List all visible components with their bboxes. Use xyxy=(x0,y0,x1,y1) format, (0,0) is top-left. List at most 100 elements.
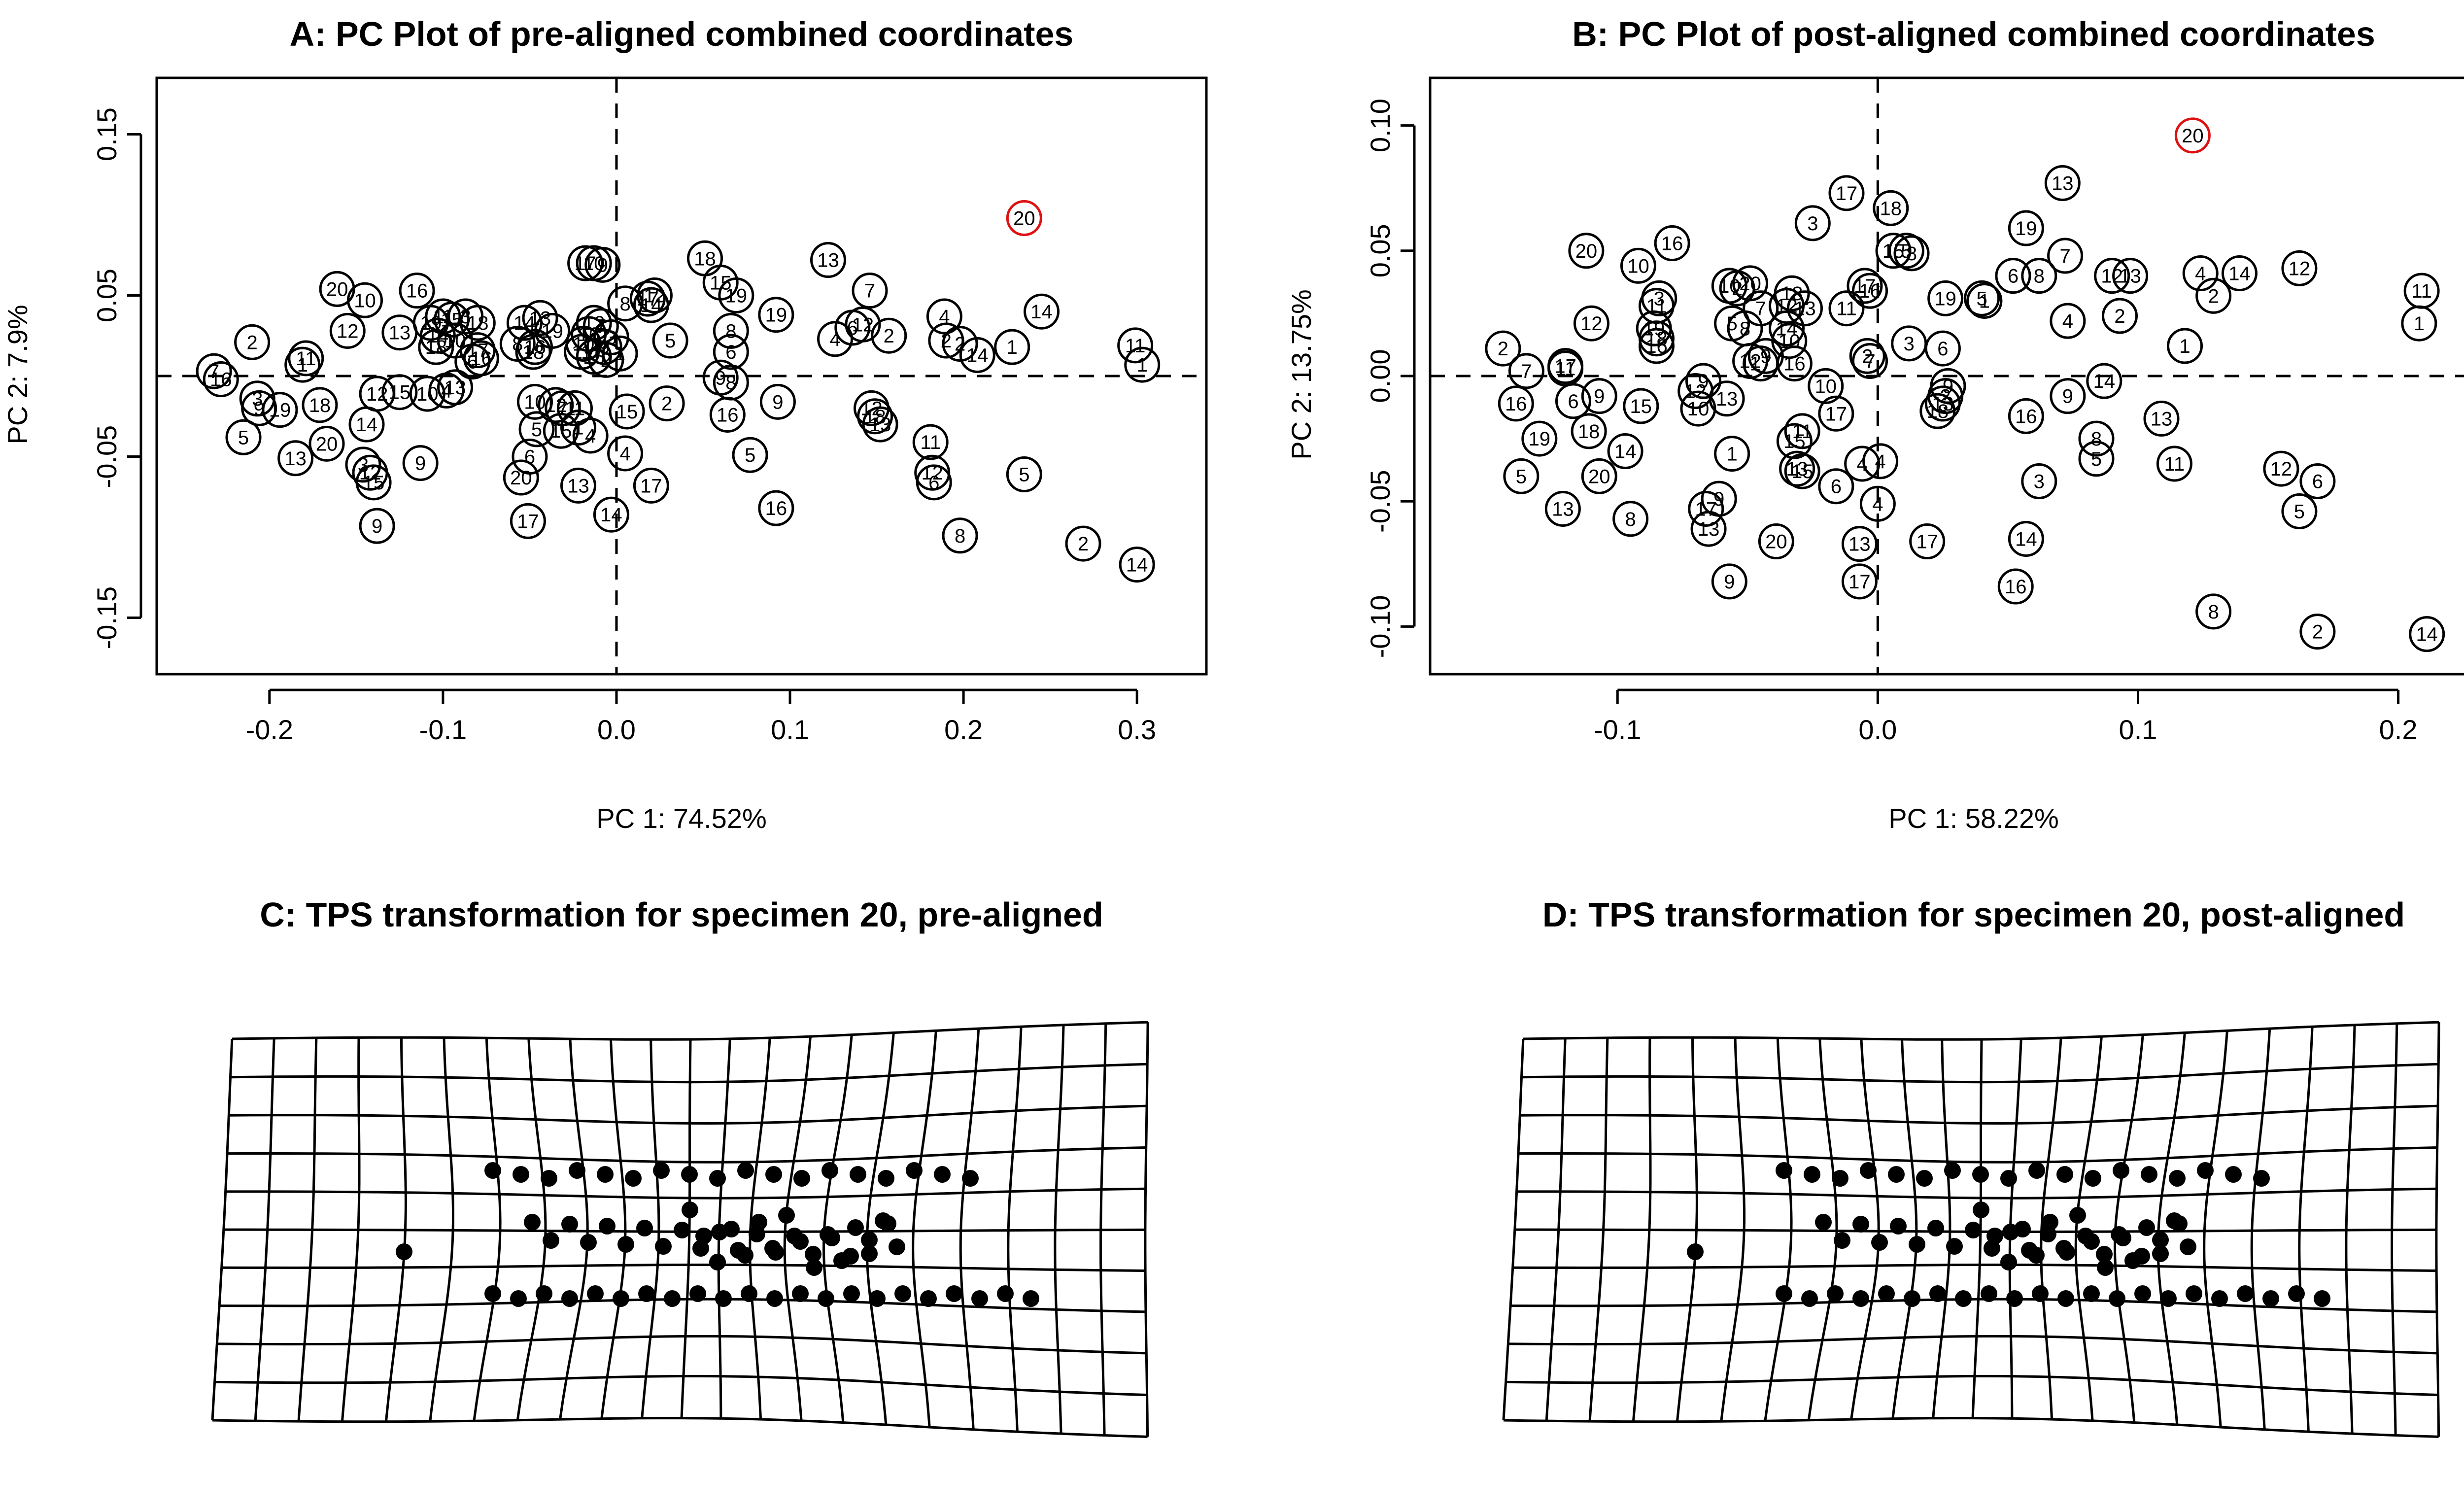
panel-b-point-label: 12 xyxy=(2101,266,2123,287)
panel-a-point-marker xyxy=(959,337,995,373)
panel-c-landmark-dot xyxy=(861,1232,878,1248)
panel-b-point-marker xyxy=(1654,225,1690,262)
panel-a-point-label: 14 xyxy=(356,414,378,436)
panel-b-point-marker xyxy=(2021,258,2057,294)
panel-a-point-marker xyxy=(609,393,645,430)
panel-b-point-marker xyxy=(1784,453,1820,489)
panel-c-grid-column-line xyxy=(559,1038,589,1420)
panel-b-point-label: 8 xyxy=(1906,243,1917,265)
panel-a-point-marker xyxy=(817,321,854,357)
panel-b-point-marker xyxy=(1818,395,1854,432)
panel-a-y-tick-label: 0.15 xyxy=(91,107,122,161)
panel-a-point-label: 8 xyxy=(725,372,736,394)
panel-a-point-marker xyxy=(709,396,746,433)
panel-b-scatter: B: PC Plot of post-aligned combined coor… xyxy=(1286,15,2464,834)
panel-d-landmark-dot xyxy=(2141,1166,2157,1183)
panel-a-point-marker xyxy=(607,435,644,472)
panel-a-point-marker xyxy=(463,340,499,377)
panel-b-point-label: 11 xyxy=(1836,298,1857,320)
panel-b-point-marker xyxy=(2263,450,2299,487)
panel-a-point-marker xyxy=(522,300,558,336)
panel-c-landmark-dot xyxy=(569,1162,585,1179)
panel-b-point-marker xyxy=(1841,526,1878,562)
panel-d-landmark-dot xyxy=(2056,1166,2073,1183)
panel-a-point-label: 19 xyxy=(765,305,787,326)
panel-b-point-label: 3 xyxy=(2034,471,2045,493)
panel-c-landmark-dot xyxy=(625,1170,642,1187)
panel-b-point-marker xyxy=(2102,298,2138,334)
panel-a-point-marker xyxy=(871,317,907,354)
panel-b-point-marker xyxy=(1924,385,1961,422)
panel-c-grid-column-line xyxy=(600,1039,627,1419)
panel-c-landmark-dot xyxy=(723,1221,740,1237)
panel-b-point-label: 16 xyxy=(1783,353,1806,375)
panel-b-point-marker xyxy=(2047,238,2084,274)
panel-c-landmark-dot xyxy=(599,1218,616,1235)
panel-c-grid-column-line xyxy=(384,1037,407,1422)
panel-a-xlabel: PC 1: 74.52% xyxy=(596,803,767,834)
panel-a-x-tick-label: -0.1 xyxy=(419,714,467,745)
panel-c-landmark-dot xyxy=(484,1285,501,1302)
panel-c-landmark-dot xyxy=(766,1290,783,1307)
panel-b-point-label: 13 xyxy=(1932,393,1954,415)
panel-a-point-marker xyxy=(329,312,366,349)
panel-a-scatter: A: PC Plot of pre-aligned combined coord… xyxy=(2,15,1208,834)
panel-d-grid-column-line xyxy=(1720,1037,1745,1422)
panel-b-point-label: 16 xyxy=(2015,406,2037,427)
panel-c-landmark-dot xyxy=(737,1162,754,1179)
panel-d-landmark-dot xyxy=(2225,1166,2242,1183)
panel-b-point-marker xyxy=(1573,305,1609,342)
panel-b-point-marker xyxy=(1828,290,1865,327)
panel-b-point-marker xyxy=(1909,523,1946,560)
panel-c-landmark-dot xyxy=(792,1285,809,1302)
panel-c-landmark-dot xyxy=(484,1162,501,1179)
panel-c-grid-column-line xyxy=(641,1039,660,1419)
panel-d-landmark-dot xyxy=(2000,1170,2017,1187)
panel-a-point-label: 16 xyxy=(524,337,546,358)
panel-b-point-marker xyxy=(1776,423,1813,459)
panel-b-point-label: 12 xyxy=(2289,258,2311,279)
panel-d-landmark-dot xyxy=(2109,1290,2125,1307)
panel-a-point-marker xyxy=(506,305,543,341)
panel-a-point-label: 16 xyxy=(210,369,232,391)
panel-a-point-label: 20 xyxy=(1013,208,1035,230)
panel-b-point-label: 12 xyxy=(1580,313,1603,335)
panel-c-landmark-dot xyxy=(878,1170,894,1187)
panel-c-landmark-dot xyxy=(715,1290,732,1307)
panel-b-point-marker xyxy=(1818,468,1854,505)
panel-c-landmark-dot xyxy=(741,1285,757,1302)
panel-c-title: C: TPS transformation for specimen 20, p… xyxy=(260,895,1103,934)
panel-c-landmark-dot xyxy=(820,1226,836,1243)
panel-a-point-label: 2 xyxy=(661,393,672,415)
panel-b-point-marker xyxy=(1849,338,1885,374)
panel-b-point-label: 17 xyxy=(1554,356,1576,377)
panel-c-landmark-dot xyxy=(805,1246,821,1263)
panel-b-point-marker xyxy=(2195,277,2232,314)
panel-a-point-label: 4 xyxy=(619,443,630,465)
panel-a-point-label: 5 xyxy=(665,330,676,352)
panel-a-point-marker xyxy=(196,353,232,389)
panel-b-point-marker xyxy=(2021,463,2057,500)
panel-c-landmark-dot xyxy=(997,1285,1014,1302)
panel-d-landmark-dot xyxy=(1827,1285,1844,1302)
panel-a-point-label: 4 xyxy=(441,380,452,402)
panel-d-landmark-dot xyxy=(2097,1259,2114,1276)
panel-a-point-label: 5 xyxy=(745,445,755,466)
panel-b-point-label: 9 xyxy=(1594,386,1605,408)
panel-a-point-label: 16 xyxy=(765,498,787,519)
panel-a-point-marker xyxy=(225,419,262,455)
panel-b-point-marker xyxy=(2112,258,2149,294)
panel-a-point-label: 18 xyxy=(522,342,545,363)
panel-b-x-tick-label: 0.1 xyxy=(2119,714,2157,745)
panel-d-landmark-dot xyxy=(2111,1226,2127,1243)
panel-a-point-label: 4 xyxy=(585,425,596,447)
panel-a-point-label: 10 xyxy=(354,290,376,311)
panel-a-point-marker xyxy=(912,424,949,460)
panel-b-point-marker xyxy=(2409,616,2445,652)
panel-a-point-marker xyxy=(576,339,612,375)
panel-b-point-label: 17 xyxy=(1825,403,1848,425)
panel-d-landmark-dot xyxy=(2134,1285,2151,1302)
panel-b-point-marker xyxy=(1841,563,1878,600)
panel-b-point-marker xyxy=(1995,258,2031,294)
panel-b-point-marker xyxy=(2094,258,2130,294)
